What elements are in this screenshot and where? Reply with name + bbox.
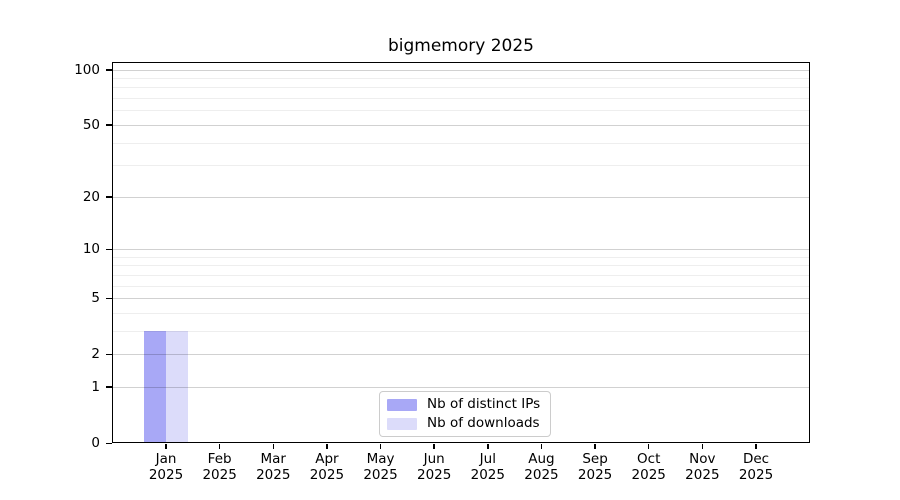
legend-label: Nb of distinct IPs	[427, 396, 541, 412]
y-tick-label: 50	[82, 116, 100, 133]
x-tick	[218, 444, 221, 449]
y-gridline-minor	[112, 330, 810, 332]
x-tick	[379, 444, 382, 449]
y-gridline-major	[112, 354, 810, 356]
y-tick	[106, 196, 112, 198]
y-tick	[106, 386, 112, 388]
y-gridline-major	[112, 386, 810, 388]
y-gridline-minor	[112, 265, 810, 267]
y-tick-label: 5	[91, 290, 100, 307]
y-gridline-minor	[112, 165, 810, 167]
legend: Nb of distinct IPs Nb of downloads	[379, 391, 552, 437]
plot-area	[112, 62, 810, 443]
legend-swatch	[387, 398, 417, 411]
chart-title: bigmemory 2025	[387, 36, 534, 56]
y-tick	[106, 248, 112, 250]
x-tick	[326, 444, 328, 449]
x-tick-label: Jul 2025	[470, 451, 505, 483]
y-gridline-minor	[112, 142, 810, 144]
y-gridline-major	[112, 196, 810, 198]
x-tick	[272, 444, 275, 449]
y-gridline-major	[112, 69, 810, 71]
y-tick	[106, 353, 112, 356]
y-tick-label: 0	[91, 435, 100, 451]
y-gridline-major	[112, 124, 810, 126]
x-tick	[433, 444, 435, 449]
y-tick	[106, 442, 112, 444]
x-tick-label: Nov 2025	[685, 451, 720, 483]
x-tick	[487, 444, 489, 449]
bar-nb-of-distinct-ips-jan	[144, 330, 166, 443]
y-gridline-major	[112, 249, 810, 250]
axes-frame	[112, 62, 810, 443]
x-tick-label: Sep 2025	[577, 451, 613, 483]
y-tick-label: 2	[91, 346, 100, 363]
y-tick-label: 100	[74, 61, 100, 78]
y-gridline-minor	[112, 78, 810, 80]
y-tick-label: 1	[91, 378, 100, 395]
legend-item: Nb of distinct IPs	[387, 397, 540, 412]
y-tick	[106, 297, 112, 300]
bar-nb-of-downloads-jan	[166, 330, 188, 443]
x-tick	[594, 444, 596, 449]
x-tick-label: Apr 2025	[309, 451, 345, 483]
x-tick-label: Aug 2025	[524, 451, 559, 483]
y-gridline-minor	[112, 312, 810, 314]
y-tick	[106, 124, 112, 126]
x-tick-label: Oct 2025	[631, 451, 666, 483]
y-gridline-minor	[112, 274, 810, 276]
x-tick	[701, 444, 704, 449]
x-tick-label: Jun 2025	[416, 451, 452, 483]
y-gridline-minor	[112, 285, 810, 287]
x-tick-label: Dec 2025	[738, 451, 774, 483]
y-tick-label: 20	[82, 188, 100, 205]
y-gridline-minor	[112, 98, 810, 100]
x-tick	[540, 444, 543, 449]
y-gridline-minor	[112, 256, 810, 258]
x-tick	[755, 444, 757, 449]
y-gridline-minor	[112, 110, 810, 112]
x-tick-label: Feb 2025	[202, 451, 237, 483]
y-tick-label: 10	[82, 241, 100, 257]
x-tick-label: May 2025	[363, 451, 398, 483]
y-tick	[106, 69, 112, 71]
x-tick-label: Jan 2025	[148, 451, 184, 483]
legend-swatch	[387, 417, 417, 430]
y-gridline-major	[112, 298, 810, 300]
x-tick	[647, 444, 650, 449]
y-gridline-minor	[112, 87, 810, 89]
x-tick-label: Mar 2025	[256, 451, 291, 483]
legend-item: Nb of downloads	[387, 416, 540, 431]
legend-label: Nb of downloads	[427, 415, 540, 431]
x-tick	[165, 444, 167, 449]
